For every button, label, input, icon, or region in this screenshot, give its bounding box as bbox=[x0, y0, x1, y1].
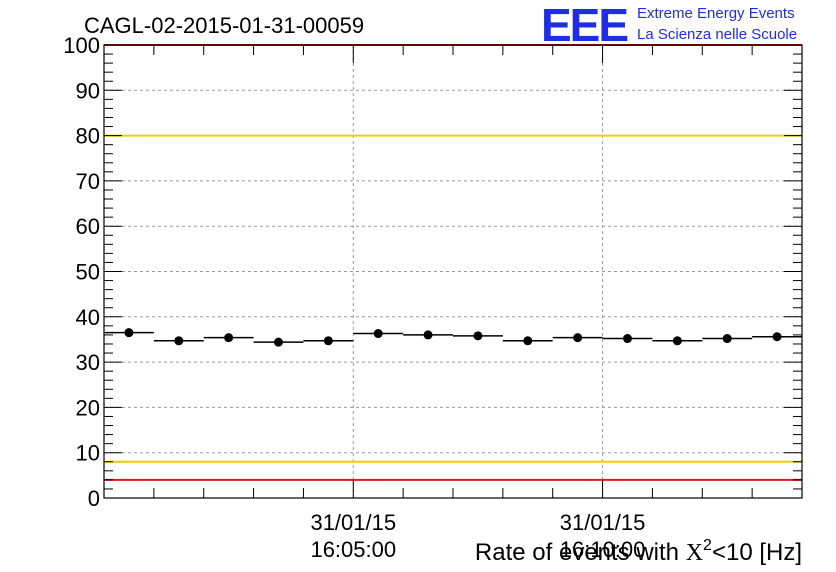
y-tick-label: 70 bbox=[76, 169, 100, 194]
grid bbox=[104, 45, 802, 498]
y-tick-label: 10 bbox=[76, 441, 100, 466]
x-axis-title: Rate of events with X2<10 [Hz] bbox=[475, 537, 802, 566]
data-point bbox=[623, 334, 632, 344]
y-tick-label: 30 bbox=[76, 350, 100, 375]
data-point bbox=[124, 328, 134, 338]
data-point bbox=[423, 330, 433, 340]
x-axis-title-symbol: X bbox=[686, 540, 703, 566]
x-tick-label-time: 16:10:00 bbox=[560, 537, 646, 562]
eee-logo: EEE Extreme Energy Events La Scienza nel… bbox=[541, 0, 797, 51]
data-point bbox=[174, 336, 184, 346]
y-tick-label: 90 bbox=[76, 78, 100, 103]
data-point bbox=[224, 333, 234, 343]
data-point bbox=[274, 337, 283, 347]
y-tick-label: 20 bbox=[76, 395, 100, 420]
data-point bbox=[523, 336, 533, 346]
data-point bbox=[672, 336, 682, 346]
x-axis-title-suffix: <10 [Hz] bbox=[712, 539, 802, 566]
y-tick-label: 40 bbox=[76, 305, 100, 330]
x-axis-title-prefix: Rate of events with bbox=[475, 539, 686, 566]
y-tick-label: 50 bbox=[76, 260, 100, 285]
data-point bbox=[573, 333, 583, 343]
reference-lines bbox=[104, 44, 802, 481]
y-axis: 0 10 20 30 40 50 60 70 80 90 100 bbox=[63, 33, 802, 511]
eee-logo-mark: EEE bbox=[541, 0, 627, 51]
x-tick-label-date: 31/01/15 bbox=[560, 510, 646, 535]
eee-logo-line1: Extreme Energy Events bbox=[637, 5, 795, 22]
run-title: CAGL-02-2015-01-31-00059 bbox=[84, 13, 364, 38]
data-point bbox=[772, 332, 782, 342]
data-point bbox=[373, 329, 383, 339]
data-series bbox=[104, 328, 802, 347]
y-tick-label: 80 bbox=[76, 124, 100, 149]
y-tick-label: 100 bbox=[63, 33, 100, 58]
x-tick-label-date: 31/01/15 bbox=[310, 510, 396, 535]
y-tick-label: 60 bbox=[76, 214, 100, 239]
data-point bbox=[323, 336, 333, 346]
x-axis-title-superscript: 2 bbox=[703, 537, 712, 554]
data-point bbox=[722, 334, 732, 344]
x-tick-label-time: 16:05:00 bbox=[310, 537, 396, 562]
data-point bbox=[473, 331, 483, 341]
y-tick-label: 0 bbox=[88, 486, 100, 511]
eee-logo-line2: La Scienza nelle Scuole bbox=[637, 26, 797, 43]
